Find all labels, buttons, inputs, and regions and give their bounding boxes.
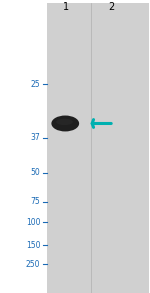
Text: 37: 37 [31, 134, 40, 142]
Text: 100: 100 [26, 217, 40, 226]
Bar [46, 3, 149, 293]
Text: 2: 2 [108, 2, 114, 12]
Text: 250: 250 [26, 260, 40, 268]
Ellipse shape [56, 119, 73, 125]
Text: 150: 150 [26, 241, 40, 250]
Text: 75: 75 [31, 197, 40, 206]
Text: 50: 50 [31, 168, 40, 177]
Text: 25: 25 [31, 80, 40, 89]
Ellipse shape [51, 115, 79, 132]
Text: 1: 1 [63, 2, 69, 12]
